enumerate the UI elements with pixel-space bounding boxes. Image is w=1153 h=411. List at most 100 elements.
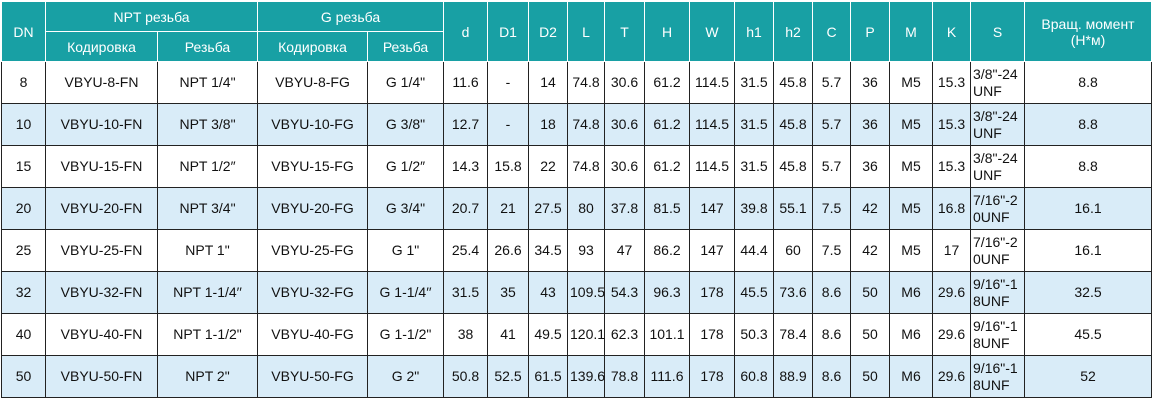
table-cell: 178 (689, 271, 736, 314)
table-cell: 30.6 (604, 103, 646, 146)
table-cell: 45.5 (1024, 313, 1153, 356)
table-cell: 7/16"-20UNF (970, 229, 1026, 272)
table-cell: M5 (889, 61, 934, 104)
table-cell: 8.6 (812, 313, 852, 356)
table-cell: 36 (850, 145, 891, 188)
table-cell: 11.6 (443, 61, 489, 104)
table-cell: VBYU-50-FN (45, 355, 158, 398)
header-cell-torque: Вращ. момент (Н*м) (1024, 1, 1153, 62)
header-cell: C (812, 1, 852, 62)
table-row: 32 VBYU-32-FN NPT 1-1/4′′ VBYU-32-FG G 1-1/4… (1, 271, 1153, 314)
table-cell: 111.6 (644, 355, 691, 398)
table-cell: 139.6 (567, 355, 605, 398)
header-cell: D1 (487, 1, 530, 62)
table-cell: NPT 2" (156, 355, 259, 398)
table-cell: 114.5 (689, 61, 736, 104)
header-cell: T (604, 1, 646, 62)
table-cell: 30.6 (604, 61, 646, 104)
table-cell: 25.4 (443, 229, 489, 272)
table-cell: 50 (850, 271, 891, 314)
table-cell: 80 (567, 187, 606, 230)
table-cell: G 1/4" (367, 61, 445, 104)
table-cell: 3/8"-24UNF (970, 61, 1026, 104)
table-cell: 42 (850, 187, 891, 230)
table-cell: 7/16"-20UNF (970, 187, 1026, 230)
table-cell: 18 (528, 103, 569, 146)
table-cell: G 3/4" (367, 187, 445, 230)
table-cell: VBYU-10-FG (257, 103, 369, 146)
table-body: 8 VBYU-8-FN NPT 1/4" VBYU-8-FG G 1/4" 11.6-14… (1, 61, 1153, 398)
table-cell: 35 (487, 271, 530, 314)
table-cell: 15.3 (932, 145, 972, 188)
table-cell: 5.7 (812, 145, 852, 188)
table-cell: 40 (1, 313, 46, 356)
table-cell: M6 (889, 355, 934, 398)
table-cell: 109.5 (567, 271, 605, 314)
table-cell: 8.8 (1024, 61, 1153, 104)
table-cell: 20.7 (443, 187, 489, 230)
table-cell: VBYU-10-FN (45, 103, 158, 146)
table-cell: NPT 3/8" (156, 103, 259, 146)
table-cell: M6 (889, 313, 934, 356)
table-cell: 17 (932, 229, 972, 272)
table-cell: 34.5 (528, 229, 569, 272)
table-cell: 32 (1, 271, 46, 314)
table-cell: 15.3 (932, 61, 972, 104)
header-cell: DN (1, 1, 46, 62)
table-cell: 61.2 (644, 103, 691, 146)
table-cell: 29.6 (932, 313, 972, 356)
table-cell: 44.4 (734, 229, 775, 272)
header-subcell: Резьба (367, 31, 445, 62)
table-cell: 5.7 (812, 61, 852, 104)
table-cell: G 3/8" (367, 103, 445, 146)
table-cell: 74.8 (567, 103, 606, 146)
table-cell: 61.5 (528, 355, 569, 398)
table-cell: 101.1 (644, 313, 691, 356)
table-cell: 15.3 (932, 103, 972, 146)
table-cell: 49.5 (528, 313, 569, 356)
header-row: Кодировка Резьба Кодировка Резьба (2, 31, 1152, 62)
table-cell: 43 (528, 271, 569, 314)
table-cell: 31.5 (734, 103, 775, 146)
table-cell: 30.6 (604, 145, 646, 188)
table-cell: - (487, 61, 530, 104)
table-cell: 31.5 (443, 271, 489, 314)
table-cell: 7.5 (812, 229, 852, 272)
table-cell: NPT 3/4" (156, 187, 259, 230)
table-cell: G 1/2″ (367, 145, 445, 188)
table-cell: 3/8"-24UNF (970, 145, 1026, 188)
table-cell: 15 (1, 145, 46, 188)
table-row: 50 VBYU-50-FN NPT 2" VBYU-50-FG G 2" 50.8 52.5… (1, 355, 1153, 398)
table-cell: 8 (1, 61, 46, 104)
table-cell: 114.5 (689, 103, 736, 146)
table-cell: 78.8 (604, 355, 646, 398)
table-cell: 14.3 (443, 145, 489, 188)
table-cell: 60 (773, 229, 814, 272)
table-cell: G 1" (367, 229, 445, 272)
table-cell: 52.5 (487, 355, 530, 398)
table-cell: NPT 1/4" (156, 61, 259, 104)
table-cell: VBYU-15-FG (257, 145, 369, 188)
table-cell: 8.8 (1024, 145, 1153, 188)
table-cell: 12.7 (443, 103, 489, 146)
table-cell: 16.8 (932, 187, 972, 230)
header-cell: h2 (773, 1, 814, 62)
header-cell: L (567, 1, 606, 62)
table-row: 8 VBYU-8-FN NPT 1/4" VBYU-8-FG G 1/4" 11.6-14… (1, 61, 1153, 104)
table-cell: 27.5 (528, 187, 569, 230)
table-cell: 96.3 (644, 271, 691, 314)
header-cell: M (889, 1, 934, 62)
table-cell: 50 (1, 355, 46, 398)
table-cell: 114.5 (689, 145, 736, 188)
table-cell: 45.8 (773, 103, 814, 146)
table-cell: M5 (889, 229, 934, 272)
table-cell: 52 (1024, 355, 1153, 398)
table-cell: NPT 1-1/2" (156, 313, 259, 356)
table-cell: 147 (689, 229, 736, 272)
table-cell: 50 (850, 313, 891, 356)
table-cell: M5 (889, 145, 934, 188)
